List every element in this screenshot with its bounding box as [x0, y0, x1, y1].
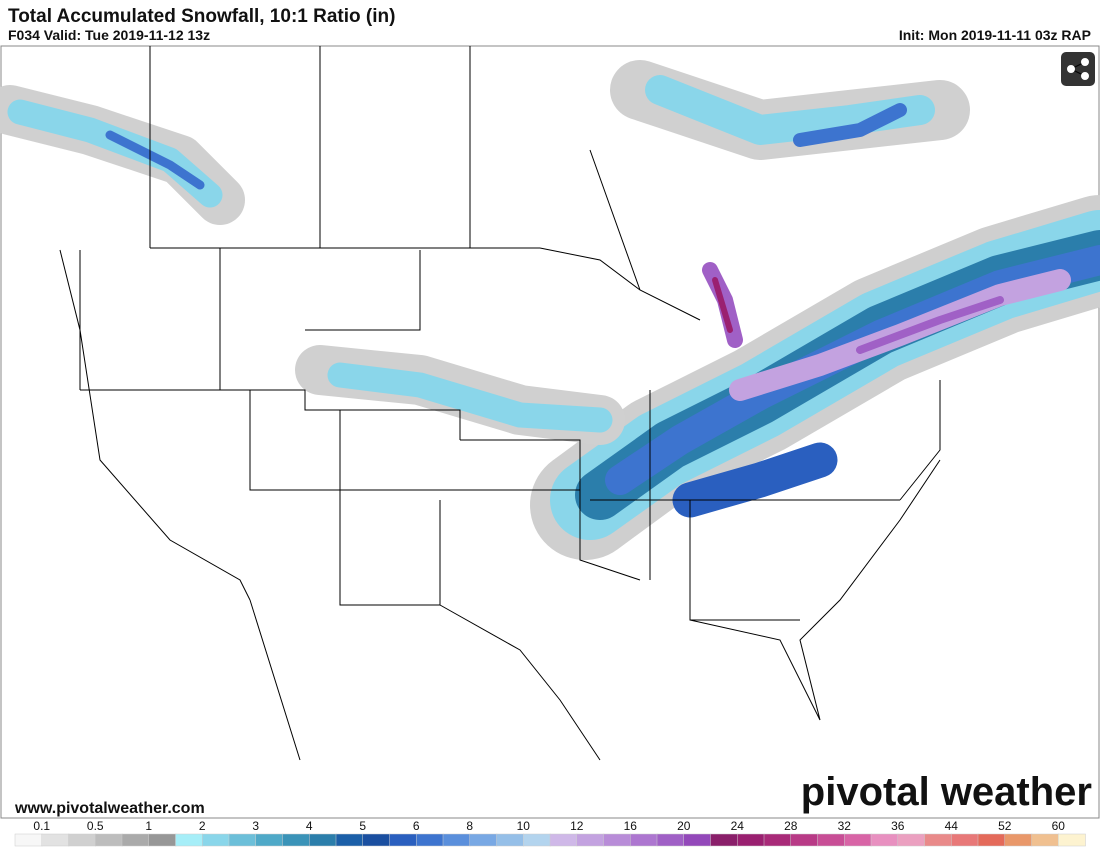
legend-swatch [523, 833, 551, 847]
legend-swatch [175, 833, 203, 847]
legend-swatch [683, 833, 712, 847]
legend-swatch [603, 833, 631, 847]
legend-swatch [416, 833, 444, 847]
legend-swatch [68, 833, 96, 847]
legend-swatch [362, 833, 391, 847]
title: Total Accumulated Snowfall, 10:1 Ratio (… [8, 6, 395, 27]
legend-swatch [870, 833, 899, 847]
legend-swatch [951, 833, 979, 847]
legend-swatch [335, 833, 364, 847]
valid-time: F034 Valid: Tue 2019-11-12 13z [8, 27, 210, 43]
logo: pivotal weather [801, 770, 1092, 814]
legend-swatch [121, 833, 150, 847]
legend-label: 10 [517, 819, 531, 833]
legend-swatch [576, 833, 605, 847]
legend-swatch [282, 833, 310, 847]
legend-swatch [469, 833, 498, 847]
legend-swatch [228, 833, 257, 847]
legend-swatch [763, 833, 792, 847]
legend-swatch [309, 833, 337, 847]
legend: 0.1 0.5 1 2 3 4 5 6 8 10 12 16 20 24 28 32 36 44 52 60 [14, 819, 1086, 847]
map: www.pivotalweather.com pivotal weather [0, 45, 1100, 819]
legend-swatch [389, 833, 417, 847]
legend-swatch [656, 833, 685, 847]
legend-swatch [442, 833, 471, 847]
legend-swatch [202, 833, 230, 847]
legend-swatch [255, 833, 284, 847]
legend-label: 0.1 [33, 819, 50, 833]
legend-label: 5 [359, 819, 366, 833]
legend-swatch [1031, 833, 1059, 847]
legend-label: 52 [998, 819, 1012, 833]
legend-label: 8 [466, 819, 473, 833]
legend-label: 44 [945, 819, 959, 833]
share-button[interactable] [1061, 52, 1095, 86]
legend-label: 36 [891, 819, 905, 833]
legend-swatch [790, 833, 819, 847]
legend-swatch [1058, 833, 1086, 847]
legend-swatch [737, 833, 765, 847]
legend-label: 16 [624, 819, 638, 833]
legend-swatch [924, 833, 952, 847]
legend-label: 28 [784, 819, 798, 833]
legend-swatch [817, 833, 845, 847]
legend-swatch [549, 833, 578, 847]
legend-swatch [897, 833, 926, 847]
legend-swatch [41, 833, 70, 847]
legend-swatch [844, 833, 872, 847]
legend-label: 4 [306, 819, 313, 833]
legend-swatch [630, 833, 658, 847]
legend-label: 60 [1052, 819, 1066, 833]
legend-label: 20 [677, 819, 691, 833]
legend-swatch [496, 833, 524, 847]
snow-band [0, 60, 1100, 560]
legend-label: 1 [145, 819, 152, 833]
legend-label: 0.5 [87, 819, 104, 833]
legend-label: 6 [413, 819, 420, 833]
share-icon [1067, 58, 1089, 80]
legend-label: 2 [199, 819, 206, 833]
legend-swatch [710, 833, 738, 847]
legend-label: 12 [570, 819, 584, 833]
legend-label: 24 [731, 819, 745, 833]
watermark: www.pivotalweather.com [14, 800, 205, 817]
legend-swatch [977, 833, 1006, 847]
borders [59, 46, 941, 761]
legend-swatch [148, 833, 177, 847]
legend-swatch [1004, 833, 1033, 847]
legend-label: 3 [252, 819, 259, 833]
init-time: Init: Mon 2019-11-11 03z RAP [899, 27, 1091, 43]
share-button-bg[interactable] [1061, 52, 1095, 86]
legend-swatch [95, 833, 123, 847]
legend-label: 32 [838, 819, 852, 833]
legend-swatch [14, 833, 43, 847]
